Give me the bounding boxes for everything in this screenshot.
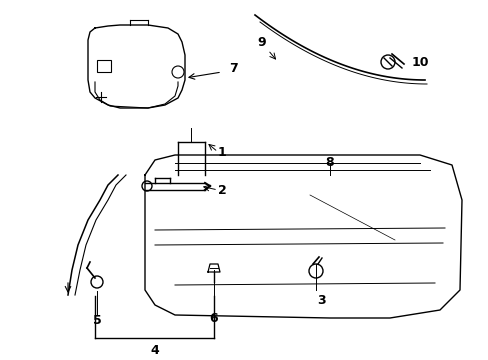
Text: 10: 10 xyxy=(410,55,428,68)
Text: 5: 5 xyxy=(92,314,101,327)
Text: 8: 8 xyxy=(325,157,334,170)
Text: 1: 1 xyxy=(217,145,226,158)
Text: 3: 3 xyxy=(317,293,325,306)
Text: 9: 9 xyxy=(257,36,266,49)
Text: 6: 6 xyxy=(209,311,218,324)
Text: 2: 2 xyxy=(217,184,226,197)
Text: 7: 7 xyxy=(229,62,238,75)
Text: 4: 4 xyxy=(150,343,159,356)
Bar xyxy=(97,60,111,72)
